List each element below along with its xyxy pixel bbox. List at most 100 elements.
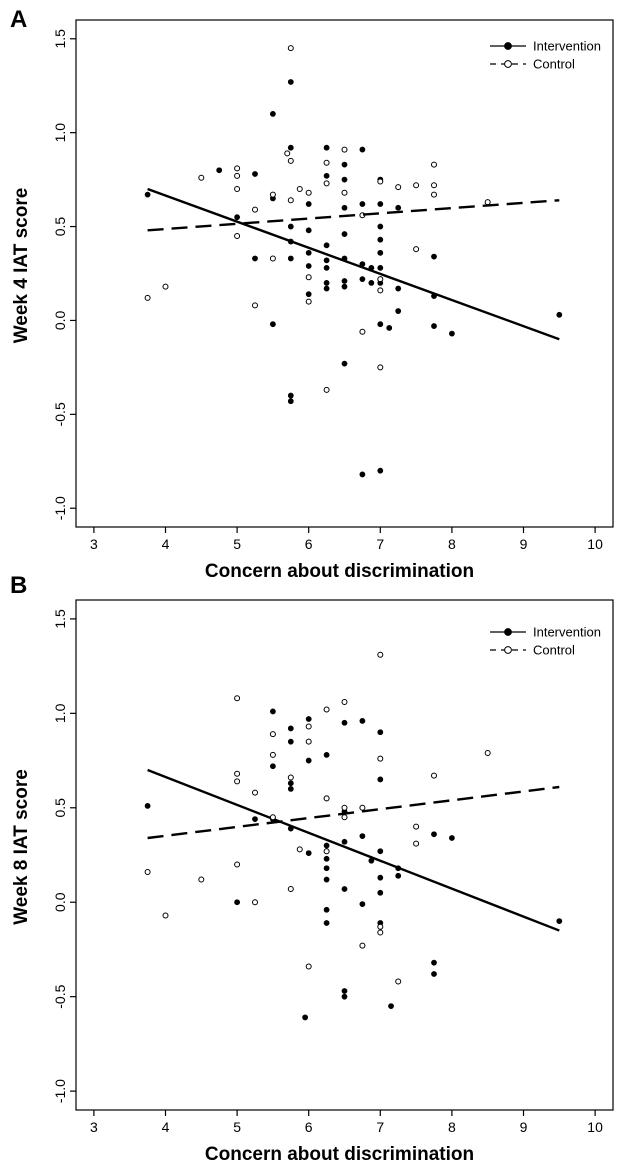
- intervention-point: [144, 191, 151, 198]
- intervention-point: [323, 172, 330, 179]
- plot-frame: [75, 19, 614, 528]
- intervention-point: [341, 719, 348, 726]
- y-tick-label: 1.5: [52, 29, 68, 49]
- control-point: [431, 161, 437, 168]
- control-point: [162, 912, 169, 919]
- intervention-point: [341, 278, 348, 284]
- panel-letter: B: [10, 572, 27, 599]
- intervention-point: [323, 920, 330, 926]
- y-axis-title: Week 4 IAT score: [11, 188, 32, 344]
- control-point: [144, 294, 151, 301]
- control-point: [377, 178, 384, 185]
- intervention-point: [323, 842, 330, 849]
- control-point: [305, 298, 312, 305]
- intervention-point: [305, 263, 312, 269]
- control-point: [305, 723, 312, 730]
- intervention-point: [269, 110, 276, 117]
- intervention-point: [323, 264, 330, 271]
- control-point: [395, 978, 402, 985]
- intervention-point: [323, 751, 330, 758]
- y-tick-label: -0.5: [52, 984, 68, 1008]
- intervention-point: [341, 993, 348, 1000]
- control-point: [252, 789, 258, 796]
- intervention-point: [359, 146, 366, 153]
- intervention-point: [377, 889, 384, 896]
- control-point: [296, 186, 303, 192]
- control-point: [252, 302, 258, 309]
- intervention-point: [302, 1014, 309, 1021]
- control-point: [341, 189, 348, 196]
- control-point: [287, 157, 294, 164]
- legend-marker-intervention: [504, 42, 512, 50]
- control-point: [305, 189, 312, 196]
- intervention-point: [341, 838, 348, 845]
- y-tick-label: 0.0: [52, 311, 68, 331]
- y-tick-label: 1.0: [52, 123, 68, 143]
- intervention-point: [448, 835, 455, 841]
- panel-letter: A: [10, 6, 27, 33]
- intervention-point: [431, 323, 437, 329]
- intervention-point: [377, 848, 384, 855]
- control-point: [234, 770, 241, 777]
- intervention-point: [144, 802, 151, 809]
- intervention-point: [377, 236, 384, 243]
- control-point: [431, 191, 437, 198]
- intervention-point: [341, 161, 348, 168]
- intervention-point: [323, 865, 330, 872]
- control-point: [413, 840, 420, 847]
- y-tick-label: 0.5: [52, 798, 68, 818]
- intervention-point: [252, 816, 258, 823]
- intervention-point: [287, 255, 294, 262]
- intervention-point: [269, 763, 276, 770]
- x-tick-label: 7: [376, 1119, 384, 1135]
- control-point: [377, 755, 384, 762]
- intervention-point: [556, 311, 563, 318]
- control-point: [287, 197, 294, 204]
- y-tick-label: 1.5: [52, 609, 68, 629]
- x-tick-label: 5: [233, 1119, 241, 1135]
- control-point: [305, 274, 312, 281]
- control-point: [198, 174, 205, 181]
- intervention-point: [305, 201, 312, 207]
- y-axis-title: Week 8 IAT score: [11, 769, 32, 925]
- intervention-point: [287, 785, 294, 792]
- legend-label: Intervention: [533, 625, 601, 640]
- y-tick-label: -0.5: [52, 402, 68, 426]
- legend-marker-control: [504, 60, 512, 68]
- control-point: [484, 750, 491, 756]
- intervention-point: [395, 285, 402, 292]
- control-point: [287, 886, 294, 892]
- control-point: [323, 848, 330, 855]
- control-point: [377, 651, 384, 658]
- intervention-fit-line: [147, 768, 560, 932]
- control-point: [431, 772, 437, 779]
- intervention-point: [359, 471, 366, 478]
- intervention-point: [431, 959, 437, 966]
- intervention-point: [377, 321, 384, 328]
- intervention-point: [323, 144, 330, 151]
- x-tick-label: 5: [233, 536, 241, 552]
- control-point: [269, 191, 276, 198]
- control-point: [377, 276, 384, 283]
- intervention-point: [305, 757, 312, 764]
- intervention-point: [305, 227, 312, 234]
- intervention-point: [341, 231, 348, 237]
- intervention-point: [377, 776, 384, 783]
- intervention-point: [556, 918, 563, 925]
- intervention-point: [323, 279, 330, 286]
- intervention-point: [377, 467, 384, 474]
- intervention-point: [323, 242, 330, 249]
- x-tick-label: 9: [520, 536, 528, 552]
- intervention-point: [287, 398, 294, 405]
- intervention-point: [341, 360, 348, 367]
- intervention-point: [323, 855, 330, 862]
- y-tick-label: 0.0: [52, 892, 68, 912]
- x-tick-label: 4: [162, 536, 170, 552]
- control-point: [323, 159, 330, 166]
- x-tick-label: 7: [376, 536, 384, 552]
- x-tick-label: 8: [448, 536, 456, 552]
- intervention-point: [431, 253, 437, 260]
- control-point: [484, 199, 491, 206]
- control-point: [234, 232, 241, 239]
